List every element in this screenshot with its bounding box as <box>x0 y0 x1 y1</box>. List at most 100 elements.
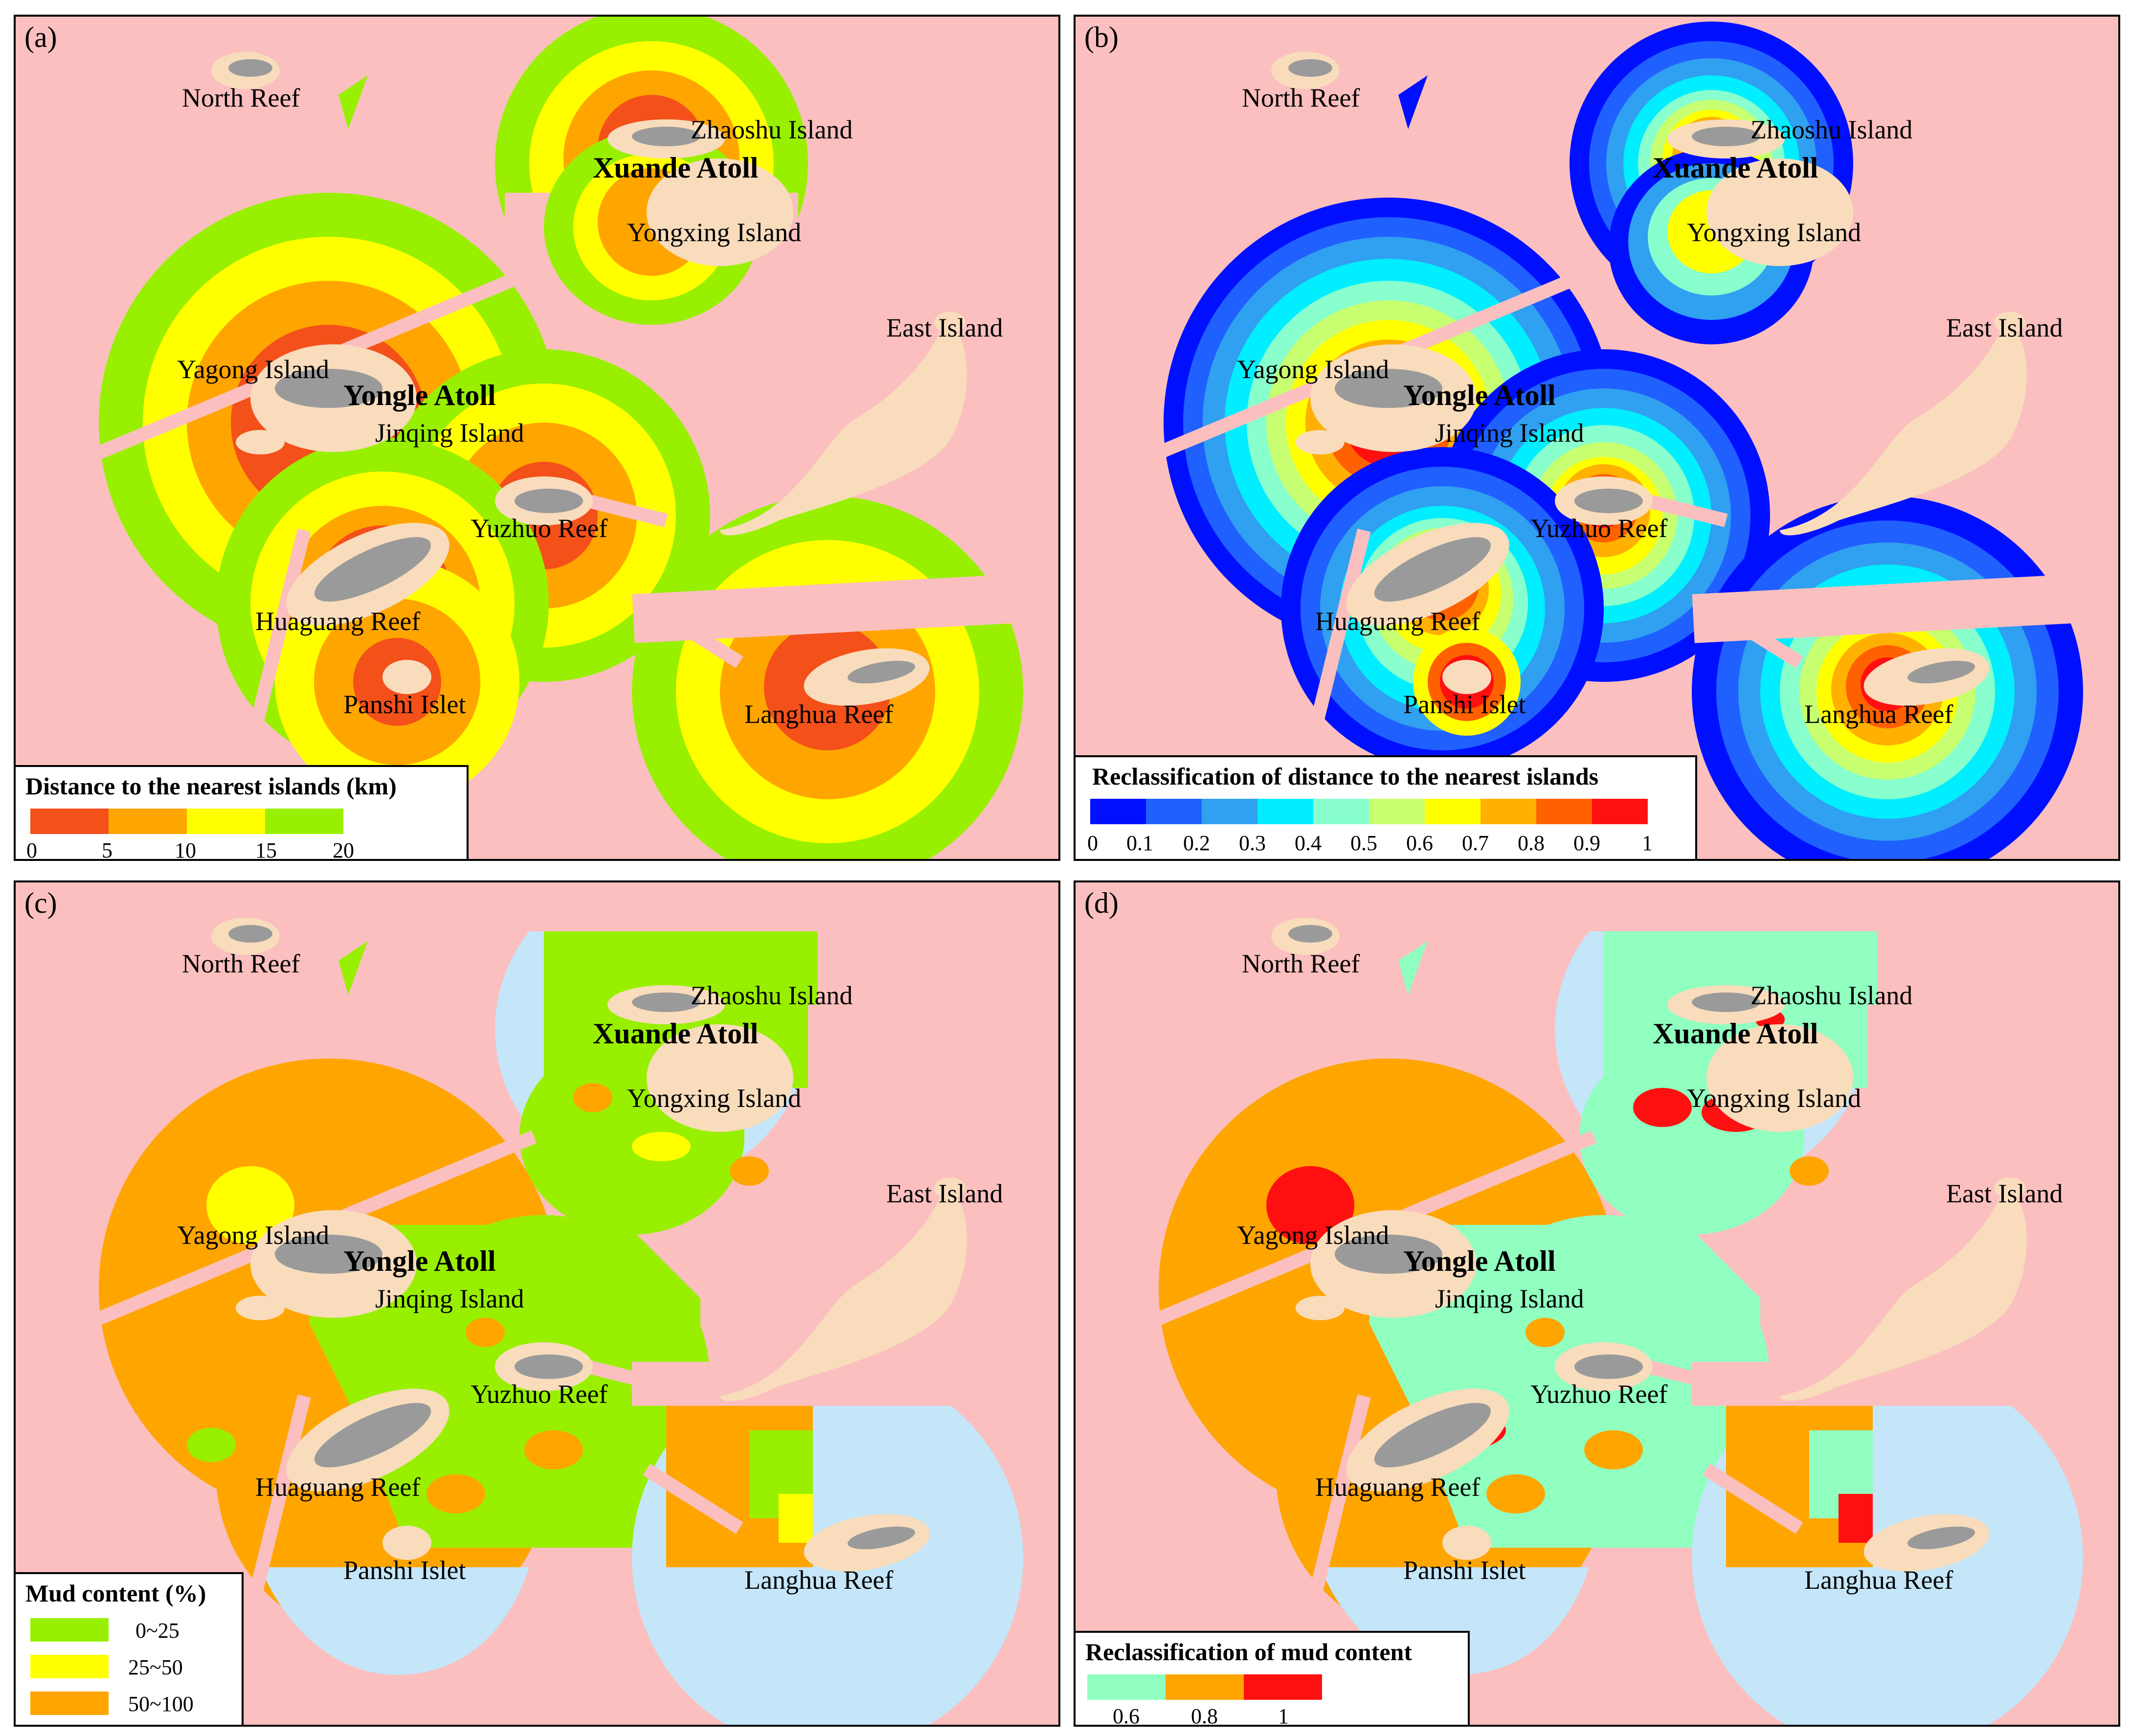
place-panshi-islet: Panshi Islet <box>1403 1556 1526 1585</box>
legend-mud-reclass: Reclassification of mud content 0.6 0.8 … <box>1076 1631 1470 1727</box>
legend-tick: 0.1 <box>1126 831 1153 855</box>
place-yuzhuo-reef: Yuzhuo Reef <box>471 514 608 543</box>
place-yagong-island: Yagong Island <box>177 355 330 384</box>
place-huaguang-reef: Huaguang Reef <box>1315 607 1480 636</box>
place-yagong-island: Yagong Island <box>177 1220 330 1250</box>
legend-tick: 0.6 <box>1113 1704 1140 1727</box>
place-yongle-atoll: Yongle Atoll <box>343 379 496 411</box>
place-north-reef: North Reef <box>1242 83 1360 113</box>
place-xuande-atoll: Xuande Atoll <box>1653 1017 1818 1050</box>
place-zhaoshu-island: Zhaoshu Island <box>691 981 853 1010</box>
legend-item: 50~100 <box>128 1692 194 1716</box>
place-langhua-reef: Langhua Reef <box>1804 699 1953 729</box>
panel-label: (b) <box>1084 21 1119 53</box>
place-north-reef: North Reef <box>182 83 300 113</box>
place-yongle-atoll: Yongle Atoll <box>343 1245 496 1277</box>
legend-swatch <box>1090 799 1146 824</box>
legend-tick: 0.9 <box>1573 831 1600 855</box>
legend-tick: 0.8 <box>1518 831 1545 855</box>
legend-tick: 0.3 <box>1239 831 1266 855</box>
legend-swatch <box>1425 799 1480 824</box>
place-langhua-reef: Langhua Reef <box>744 1565 894 1595</box>
legend-swatch <box>1536 799 1592 824</box>
legend-tick: 0.6 <box>1406 831 1433 855</box>
legend-title: Distance to the nearest islands (km) <box>25 772 397 800</box>
legend-swatch <box>1146 799 1202 824</box>
legend-tick: 0.5 <box>1350 831 1377 855</box>
legend-swatch-0-6 <box>1087 1674 1166 1700</box>
place-panshi-islet: Panshi Islet <box>1403 690 1526 719</box>
place-yongle-atoll: Yongle Atoll <box>1403 379 1556 411</box>
panel-label: (a) <box>24 21 57 53</box>
place-yongxing-island: Yongxing Island <box>627 218 802 247</box>
legend-tick: 0 <box>1087 831 1098 855</box>
place-jinqing-island: Jinqing Island <box>1435 418 1584 448</box>
place-yuzhuo-reef: Yuzhuo Reef <box>471 1379 608 1409</box>
place-zhaoshu-island: Zhaoshu Island <box>1750 115 1913 144</box>
place-yongxing-island: Yongxing Island <box>627 1083 802 1113</box>
legend-swatch-1 <box>1244 1674 1322 1700</box>
place-langhua-reef: Langhua Reef <box>744 699 894 729</box>
legend-item: 0~25 <box>135 1619 179 1643</box>
legend-swatch <box>1202 799 1257 824</box>
legend-mud-content: Mud content (%) 0~25 25~50 50~100 <box>16 1572 244 1725</box>
panel-b-distance-reclass-map: (b) North Reef Zhaoshu Island Xuande Ato… <box>1074 15 2120 861</box>
place-huaguang-reef: Huaguang Reef <box>255 1472 421 1502</box>
legend-title: Reclassification of distance to the near… <box>1092 763 1599 790</box>
place-east-island: East Island <box>886 1179 1003 1208</box>
place-yongle-atoll: Yongle Atoll <box>1403 1245 1556 1277</box>
legend-swatch <box>1313 799 1369 824</box>
land-masses <box>1271 918 2027 1572</box>
legend-tick: 1 <box>1642 831 1653 855</box>
panel-label: (c) <box>24 887 57 919</box>
place-langhua-reef: Langhua Reef <box>1804 1565 1953 1595</box>
distance-reclass-graphic <box>1146 22 2118 859</box>
legend-title: Reclassification of mud content <box>1085 1638 1412 1666</box>
legend-tick: 0 <box>26 838 37 861</box>
legend-tick: 0.2 <box>1183 831 1210 855</box>
place-yagong-island: Yagong Island <box>1237 1220 1390 1250</box>
place-yongxing-island: Yongxing Island <box>1687 218 1862 247</box>
legend-title: Mud content (%) <box>25 1579 206 1607</box>
legend-swatch <box>1480 799 1536 824</box>
southern-nodata <box>260 1567 529 1675</box>
place-yuzhuo-reef: Yuzhuo Reef <box>1530 514 1668 543</box>
place-panshi-islet: Panshi Islet <box>343 690 466 719</box>
place-panshi-islet: Panshi Islet <box>343 1556 466 1585</box>
place-huaguang-reef: Huaguang Reef <box>255 607 421 636</box>
place-xuande-atoll: Xuande Atoll <box>593 152 759 184</box>
panel-label: (d) <box>1084 887 1119 919</box>
legend-distance: Distance to the nearest islands (km) 0 5… <box>16 765 469 861</box>
distance-map-graphic <box>86 17 1058 859</box>
legend-tick: 20 <box>333 838 354 861</box>
legend-tick: 15 <box>255 838 277 861</box>
mud-reclass-graphic <box>1146 882 2118 1725</box>
legend-swatch-50-100 <box>30 1691 109 1715</box>
panel-a-distance-map: (a) North Reef Zhaoshu Island Xuande Ato… <box>14 15 1060 861</box>
legend-tick: 10 <box>175 838 196 861</box>
place-huaguang-reef: Huaguang Reef <box>1315 1472 1480 1502</box>
legend-swatch-0-5 <box>30 809 109 834</box>
legend-swatch-15-20 <box>265 809 343 834</box>
place-east-island: East Island <box>886 313 1003 342</box>
legend-tick: 0.7 <box>1462 831 1489 855</box>
place-yongxing-island: Yongxing Island <box>1687 1083 1862 1113</box>
land-masses <box>211 52 967 706</box>
legend-swatch-10-15 <box>187 809 265 834</box>
place-jinqing-island: Jinqing Island <box>1435 1284 1584 1313</box>
legend-swatch <box>1592 799 1648 824</box>
legend-tick: 0.4 <box>1295 831 1322 855</box>
legend-tick: 5 <box>102 838 112 861</box>
legend-distance-reclass: Reclassification of distance to the near… <box>1076 755 1697 859</box>
place-yagong-island: Yagong Island <box>1237 355 1390 384</box>
legend-tick: 0.8 <box>1191 1704 1218 1727</box>
land-masses <box>1271 52 2027 706</box>
mud-content-graphic <box>86 882 1058 1725</box>
place-xuande-atoll: Xuande Atoll <box>593 1017 759 1050</box>
legend-swatch <box>1257 799 1313 824</box>
legend-swatch-0-8 <box>1166 1674 1244 1700</box>
legend-swatch-5-10 <box>109 809 187 834</box>
place-yuzhuo-reef: Yuzhuo Reef <box>1530 1379 1668 1409</box>
panel-c-mud-content-map: (c) North Reef Zhaoshu Island Xuande Ato… <box>14 880 1060 1727</box>
place-north-reef: North Reef <box>1242 949 1360 978</box>
